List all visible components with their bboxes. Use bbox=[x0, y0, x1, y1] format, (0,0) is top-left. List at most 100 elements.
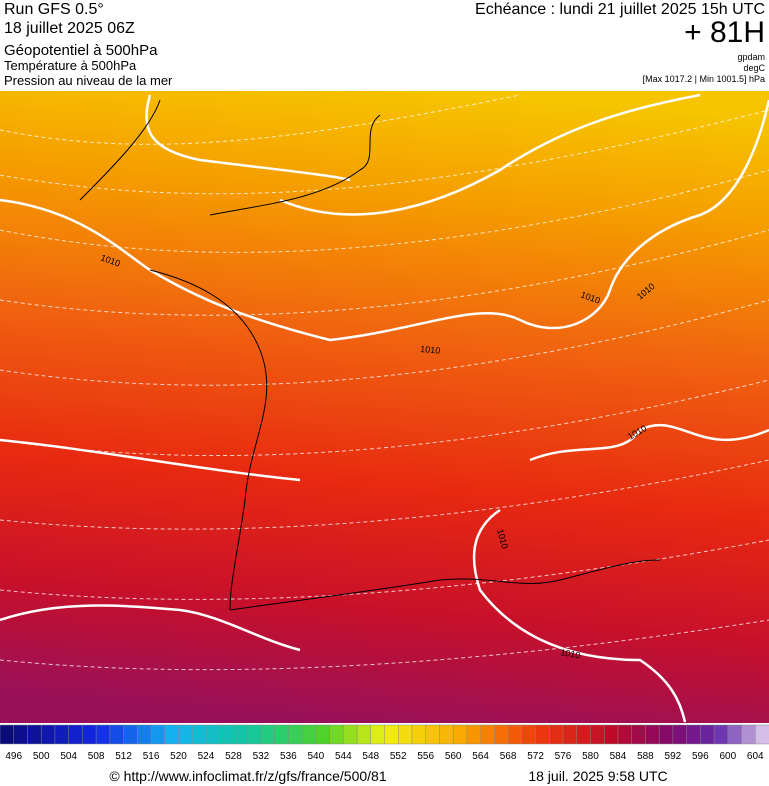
colorbar-swatch bbox=[40, 724, 56, 745]
colorbar-swatch bbox=[13, 724, 29, 745]
run-title: Run GFS 0.5° bbox=[4, 1, 104, 18]
colorbar-label: 600 bbox=[719, 751, 736, 762]
colorbar bbox=[0, 724, 769, 745]
colorbar-swatch bbox=[205, 724, 221, 745]
colorbar-swatch bbox=[219, 724, 235, 745]
colorbar-label: 568 bbox=[500, 751, 517, 762]
colorbar-label: 520 bbox=[170, 751, 187, 762]
colorbar-swatch bbox=[549, 724, 564, 745]
unit-label: gpdam bbox=[737, 52, 765, 62]
colorbar-swatch bbox=[672, 724, 688, 745]
colorbar-label: 536 bbox=[280, 751, 297, 762]
colorbar-swatch bbox=[617, 724, 633, 745]
field-label: Géopotentiel à 500hPa bbox=[4, 42, 158, 59]
colorbar-label: 584 bbox=[610, 751, 627, 762]
colorbar-label: 548 bbox=[362, 751, 379, 762]
pressure-range: [Max 1017.2 | Min 1001.5] hPa bbox=[643, 74, 765, 84]
colorbar-swatch bbox=[343, 724, 358, 745]
coastlines bbox=[79, 99, 661, 611]
colorbar-label: 532 bbox=[253, 751, 270, 762]
colorbar-swatch bbox=[645, 724, 660, 745]
colorbar-labels: 496 500 504 508 512 516 520 524 528 532 536 540 544 5… bbox=[5, 751, 764, 762]
colorbar-swatch bbox=[755, 724, 769, 745]
colorbar-swatch bbox=[82, 724, 97, 745]
colorbar-swatch bbox=[95, 724, 111, 745]
colorbar-label: 496 bbox=[5, 751, 22, 762]
colorbar-label: 576 bbox=[555, 751, 572, 762]
run-date: 18 juillet 2025 06Z bbox=[4, 20, 135, 37]
colorbar-label: 540 bbox=[307, 751, 324, 762]
colorbar-label: 560 bbox=[445, 751, 462, 762]
colorbar-swatch bbox=[466, 724, 482, 745]
unit-label: degC bbox=[743, 63, 765, 73]
colorbar-swatch bbox=[590, 724, 605, 745]
colorbar-swatch bbox=[535, 724, 551, 745]
colorbar-swatch bbox=[576, 724, 592, 745]
colorbar-swatch bbox=[192, 724, 207, 745]
colorbar-swatch bbox=[123, 724, 139, 745]
colorbar-swatch bbox=[68, 724, 84, 745]
isobars bbox=[0, 93, 769, 723]
colorbar-label: 552 bbox=[390, 751, 407, 762]
colorbar-label: 580 bbox=[582, 751, 599, 762]
colorbar-swatch bbox=[658, 724, 674, 745]
colorbar-label: 508 bbox=[88, 751, 105, 762]
colorbar-label: 556 bbox=[417, 751, 434, 762]
colorbar-swatch bbox=[741, 724, 757, 745]
colorbar-swatch bbox=[27, 724, 42, 745]
valid-time: Echéance : lundi 21 juillet 2025 15h UTC bbox=[475, 1, 765, 18]
source-url: © http://www.infoclimat.fr/z/gfs/france/… bbox=[109, 768, 386, 784]
colorbar-swatch bbox=[397, 724, 413, 745]
colorbar-swatch bbox=[54, 724, 70, 745]
colorbar-swatch bbox=[137, 724, 152, 745]
colorbar-swatch bbox=[370, 724, 386, 745]
colorbar-label: 528 bbox=[225, 751, 242, 762]
colorbar-swatch bbox=[727, 724, 743, 745]
colorbar-swatch bbox=[521, 724, 537, 745]
colorbar-label: 524 bbox=[198, 751, 215, 762]
colorbar-swatch bbox=[0, 724, 15, 745]
colorbar-swatch bbox=[425, 724, 441, 745]
geopotential-contours bbox=[0, 94, 769, 671]
colorbar-label: 544 bbox=[335, 751, 352, 762]
colorbar-swatch bbox=[452, 724, 468, 745]
colorbar-swatch bbox=[274, 724, 290, 745]
generated-time: 18 juil. 2025 9:58 UTC bbox=[528, 768, 667, 784]
lead-time: + 81H bbox=[684, 16, 765, 49]
colorbar-swatch bbox=[164, 724, 180, 745]
colorbar-swatch bbox=[480, 724, 496, 745]
colorbar-swatch bbox=[329, 724, 345, 745]
colorbar-swatch bbox=[384, 724, 399, 745]
colorbar-label: 564 bbox=[472, 751, 489, 762]
colorbar-swatch bbox=[439, 724, 454, 745]
isobar-label: 1010 bbox=[420, 344, 441, 356]
colorbar-swatch bbox=[356, 724, 372, 745]
field-label: Température à 500hPa bbox=[4, 58, 137, 73]
colorbar-swatch bbox=[150, 724, 166, 745]
colorbar-label: 596 bbox=[692, 751, 709, 762]
colorbar-label: 572 bbox=[527, 751, 544, 762]
colorbar-swatch bbox=[288, 724, 303, 745]
colorbar-swatch bbox=[631, 724, 647, 745]
colorbar-swatch bbox=[700, 724, 715, 745]
colorbar-label: 588 bbox=[637, 751, 654, 762]
colorbar-swatch bbox=[109, 724, 125, 745]
colorbar-label: 516 bbox=[143, 751, 160, 762]
colorbar-swatch bbox=[562, 724, 578, 745]
colorbar-swatch bbox=[315, 724, 331, 745]
colorbar-swatch bbox=[411, 724, 427, 745]
colorbar-swatch bbox=[301, 724, 317, 745]
field-label: Pression au niveau de la mer bbox=[4, 73, 173, 88]
colorbar-swatch bbox=[233, 724, 248, 745]
temperature-field bbox=[0, 91, 769, 723]
colorbar-swatch bbox=[494, 724, 509, 745]
colorbar-label: 500 bbox=[33, 751, 50, 762]
colorbar-label: 592 bbox=[665, 751, 682, 762]
isobar-label: 1010 bbox=[560, 647, 581, 660]
colorbar-label: 512 bbox=[115, 751, 132, 762]
colorbar-swatch bbox=[713, 724, 729, 745]
colorbar-swatch bbox=[686, 724, 702, 745]
colorbar-swatch bbox=[260, 724, 276, 745]
